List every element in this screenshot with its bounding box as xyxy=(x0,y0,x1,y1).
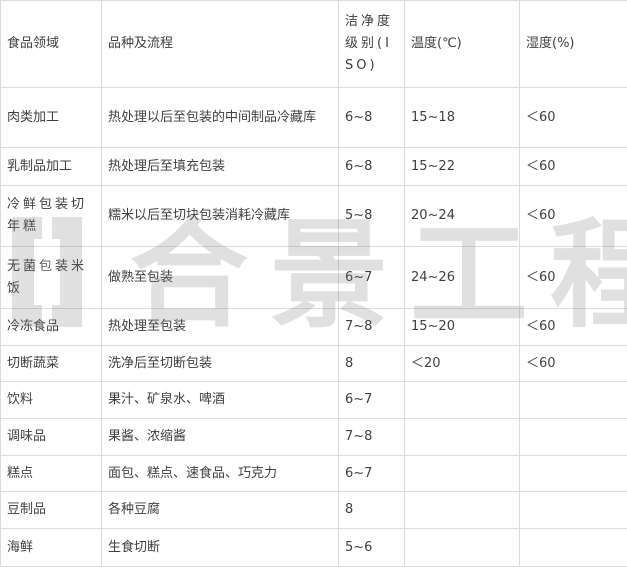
cell-temperature xyxy=(404,381,520,419)
cell-humidity xyxy=(519,418,627,456)
header-cleanliness-class: 洁净度级别(ISO) xyxy=(338,0,405,88)
table-row: 海鲜 生食切断 5~6 xyxy=(0,528,627,567)
cell-cleanliness-class: 5~6 xyxy=(338,528,405,567)
cell-cleanliness-class: 6~7 xyxy=(338,381,405,419)
cell-humidity: ＜60 xyxy=(519,246,627,309)
cell-cleanliness-class: 6~8 xyxy=(338,87,405,148)
header-food-domain: 食品领域 xyxy=(0,0,102,88)
table-row: 调味品 果酱、浓缩酱 7~8 xyxy=(0,418,627,456)
cell-temperature xyxy=(404,528,520,567)
table-row: 无菌包装米饭 做熟至包装 6~7 24~26 ＜60 xyxy=(0,246,627,309)
cell-food-domain: 调味品 xyxy=(0,418,102,456)
cell-temperature: 15~22 xyxy=(404,147,520,186)
table-row: 饮料 果汁、矿泉水、啤酒 6~7 xyxy=(0,381,627,419)
cell-humidity: ＜60 xyxy=(519,345,627,382)
table-row: 豆制品 各种豆腐 8 xyxy=(0,491,627,529)
cell-temperature xyxy=(404,491,520,529)
cell-food-domain: 糕点 xyxy=(0,455,102,492)
table-row: 冷鲜包装切年糕 糯米以后至切块包装消耗冷藏库 5~8 20~24 ＜60 xyxy=(0,185,627,247)
cell-humidity: ＜60 xyxy=(519,185,627,247)
table-row: 乳制品加工 热处理后至填充包装 6~8 15~22 ＜60 xyxy=(0,147,627,186)
cell-temperature xyxy=(404,455,520,492)
cell-humidity xyxy=(519,528,627,567)
header-humidity: 湿度(%) xyxy=(519,0,627,88)
cell-food-domain: 肉类加工 xyxy=(0,87,102,148)
cell-process: 洗净后至切断包装 xyxy=(101,345,339,382)
cell-food-domain: 无菌包装米饭 xyxy=(0,246,102,309)
cell-food-domain: 冷鲜包装切年糕 xyxy=(0,185,102,247)
cell-cleanliness-class: 7~8 xyxy=(338,308,405,346)
table-row: 切断蔬菜 洗净后至切断包装 8 ＜20 ＜60 xyxy=(0,345,627,382)
table-row: 冷冻食品 热处理至包装 7~8 15~20 ＜60 xyxy=(0,308,627,346)
cell-process: 果酱、浓缩酱 xyxy=(101,418,339,456)
cell-process: 面包、糕点、速食品、巧克力 xyxy=(101,455,339,492)
table-row: 糕点 面包、糕点、速食品、巧克力 6~7 xyxy=(0,455,627,492)
cell-humidity xyxy=(519,491,627,529)
header-temperature: 温度(℃) xyxy=(404,0,520,88)
cell-cleanliness-class: 5~8 xyxy=(338,185,405,247)
cell-temperature: ＜20 xyxy=(404,345,520,382)
cell-temperature: 15~18 xyxy=(404,87,520,148)
cell-food-domain: 冷冻食品 xyxy=(0,308,102,346)
cell-humidity xyxy=(519,381,627,419)
table-row: 肉类加工 热处理以后至包装的中间制品冷藏库 6~8 15~18 ＜60 xyxy=(0,87,627,148)
cell-food-domain: 豆制品 xyxy=(0,491,102,529)
cell-process: 热处理以后至包装的中间制品冷藏库 xyxy=(101,87,339,148)
cell-food-domain: 切断蔬菜 xyxy=(0,345,102,382)
cell-food-domain: 海鲜 xyxy=(0,528,102,567)
cell-humidity: ＜60 xyxy=(519,308,627,346)
cell-cleanliness-class: 6~8 xyxy=(338,147,405,186)
cell-humidity xyxy=(519,455,627,492)
cell-process: 热处理后至填充包装 xyxy=(101,147,339,186)
cell-humidity: ＜60 xyxy=(519,87,627,148)
cell-cleanliness-class: 8 xyxy=(338,345,405,382)
cell-temperature xyxy=(404,418,520,456)
cell-humidity: ＜60 xyxy=(519,147,627,186)
cell-temperature: 20~24 xyxy=(404,185,520,247)
cell-cleanliness-class: 7~8 xyxy=(338,418,405,456)
cell-temperature: 15~20 xyxy=(404,308,520,346)
cell-process: 做熟至包装 xyxy=(101,246,339,309)
cell-cleanliness-class: 6~7 xyxy=(338,455,405,492)
cell-temperature: 24~26 xyxy=(404,246,520,309)
cell-cleanliness-class: 6~7 xyxy=(338,246,405,309)
header-row: 食品领域 品种及流程 洁净度级别(ISO) 温度(℃) 湿度(%) xyxy=(0,0,627,88)
cell-process: 各种豆腐 xyxy=(101,491,339,529)
cell-process: 糯米以后至切块包装消耗冷藏库 xyxy=(101,185,339,247)
cell-process: 生食切断 xyxy=(101,528,339,567)
cell-cleanliness-class: 8 xyxy=(338,491,405,529)
cell-process: 热处理至包装 xyxy=(101,308,339,346)
header-process: 品种及流程 xyxy=(101,0,339,88)
cell-food-domain: 乳制品加工 xyxy=(0,147,102,186)
cell-process: 果汁、矿泉水、啤酒 xyxy=(101,381,339,419)
cell-food-domain: 饮料 xyxy=(0,381,102,419)
